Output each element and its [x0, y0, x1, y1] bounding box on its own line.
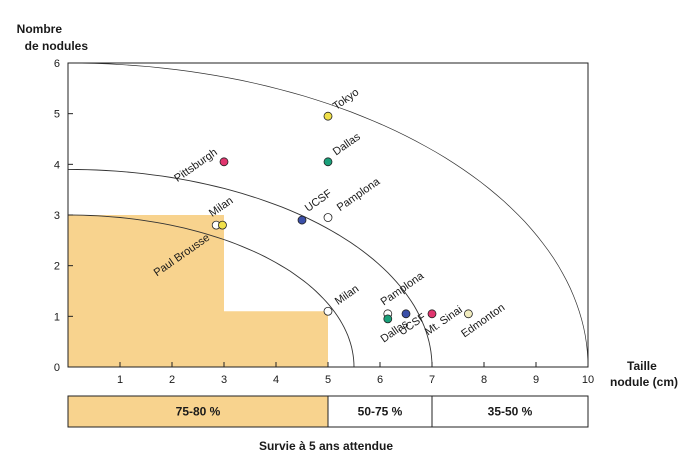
data-point-label: Edmonton: [459, 302, 507, 341]
data-point: [401, 309, 411, 319]
survival-band: [327, 395, 433, 428]
survival-band-label: 35-50 %: [488, 405, 533, 419]
x-tick-label: 2: [169, 374, 175, 386]
survival-caption: Survie à 5 ans attendue: [259, 439, 393, 453]
y-tick-label: 1: [54, 311, 60, 323]
x-tick-label: 6: [377, 374, 383, 386]
data-point: [427, 309, 437, 319]
y-tick-label: 4: [54, 159, 60, 171]
data-point: [218, 220, 227, 230]
data-point: [323, 111, 333, 121]
x-axis-title-line2: nodule (cm): [610, 375, 678, 389]
y-tick-label: 5: [54, 109, 60, 121]
y-tick-label: 6: [54, 58, 60, 70]
x-tick-label: 7: [429, 374, 435, 386]
survival-band-label: 50-75 %: [358, 405, 403, 419]
data-point-label: Milan: [333, 283, 361, 308]
data-point: [297, 215, 307, 225]
survival-bands: 75-80 % 50-75 % 35-50 %: [67, 395, 589, 428]
x-tick-label: 9: [533, 374, 539, 386]
data-point-label: Pamplona: [379, 270, 427, 309]
y-axis-title-line2: de nodules: [25, 39, 89, 53]
curve-layer: [67, 62, 589, 368]
y-tick-label: 3: [54, 210, 60, 222]
shaded-region: [68, 215, 328, 367]
x-tick-label: 5: [325, 374, 331, 386]
survival-curve-3: [67, 62, 589, 368]
data-point-label: Dallas: [331, 131, 363, 159]
y-tick-label: 0: [54, 362, 60, 374]
x-tick-label: 3: [221, 374, 227, 386]
y-tick-label: 2: [54, 261, 60, 273]
data-point-label: UCSF: [303, 187, 335, 214]
shaded-region-layer: [68, 215, 328, 367]
survival-band-label: 75-80 %: [176, 405, 221, 419]
data-point-label: Pittsburgh: [172, 146, 219, 184]
x-tick-label: 10: [582, 374, 594, 386]
x-axis-title-line1: Taille: [627, 359, 657, 373]
data-point-label: Mt. Sinai: [423, 304, 465, 338]
data-point: [323, 157, 333, 167]
data-point: [323, 306, 333, 316]
x-tick-label: 8: [481, 374, 487, 386]
data-point-label: Pamplona: [335, 175, 383, 214]
data-point: [383, 314, 393, 324]
data-point: [463, 309, 473, 319]
survival-curve-1: [67, 214, 355, 368]
survival-curve-2: [67, 168, 433, 368]
tick-labels: 1 2 3 4 5 6 7 8 9 10 0 1 2 3 4 5 6: [54, 58, 594, 386]
data-point: [219, 157, 229, 167]
x-tick-label: 4: [273, 374, 279, 386]
y-axis-title-line1: Nombre: [17, 22, 63, 36]
survival-band: [431, 395, 589, 428]
data-point: [323, 213, 333, 222]
survival-band: [67, 395, 329, 428]
x-tick-label: 1: [117, 374, 123, 386]
data-point-label: Tokyo: [331, 86, 361, 112]
